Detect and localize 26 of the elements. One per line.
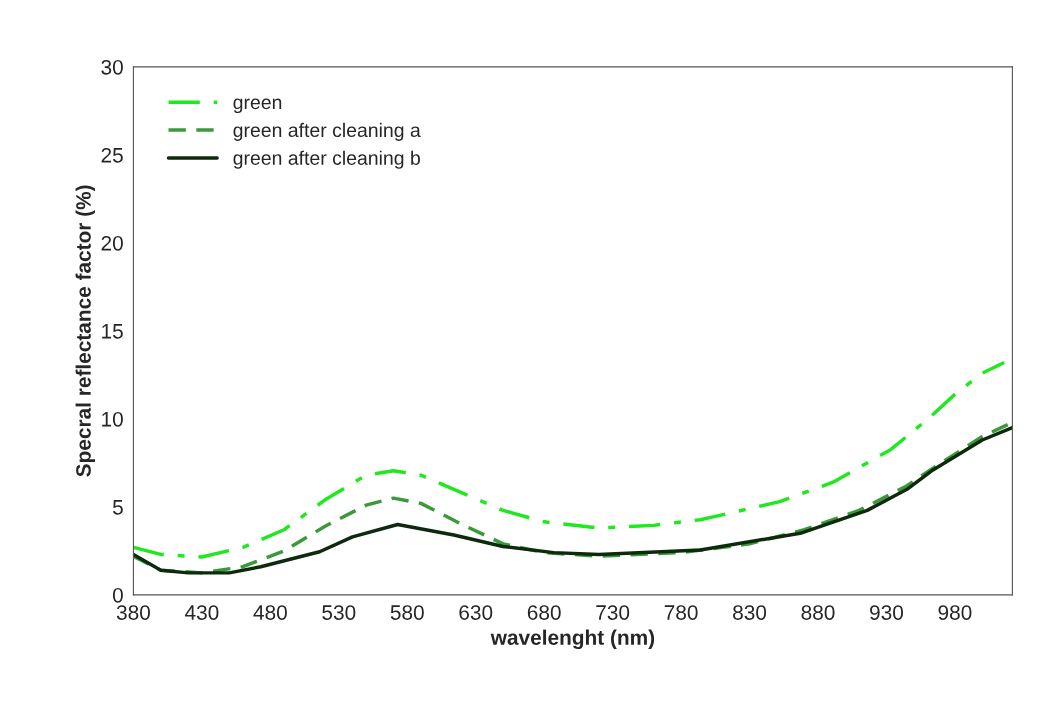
x-tick-label: 580 [390, 605, 424, 620]
y-tick-label: 20 [101, 235, 123, 251]
legend-label: green after cleaning a [233, 122, 421, 141]
x-tick-label: 930 [870, 605, 904, 620]
x-tick-label: 980 [938, 605, 972, 620]
x-tick-label: 780 [664, 605, 698, 620]
y-axis-title: Specral reflectance factor (%) [75, 185, 95, 477]
x-axis-title: wavelenght (nm) [490, 629, 655, 650]
x-tick-label: 880 [801, 605, 835, 620]
y-tick-label: 25 [101, 147, 123, 163]
x-tick-label: 430 [184, 605, 219, 620]
y-tick-label: 0 [112, 587, 123, 603]
x-tick-label: 530 [322, 605, 356, 620]
legend-label: green [233, 98, 282, 114]
y-tick-label: 15 [102, 324, 123, 339]
y-tick-label: 10 [102, 411, 123, 427]
line-series [133, 360, 1006, 559]
x-tick-label: 680 [527, 605, 561, 620]
y-tick-label: 5 [112, 500, 123, 515]
y-tick-label: 30 [101, 59, 123, 75]
x-tick-label: 480 [253, 605, 287, 620]
x-tick-label: 730 [596, 605, 630, 620]
x-tick-label: 630 [459, 605, 493, 620]
x-tick-label: 380 [116, 605, 150, 620]
x-tick-label: 830 [733, 605, 767, 620]
legend-label: green after cleaning b [233, 150, 420, 169]
